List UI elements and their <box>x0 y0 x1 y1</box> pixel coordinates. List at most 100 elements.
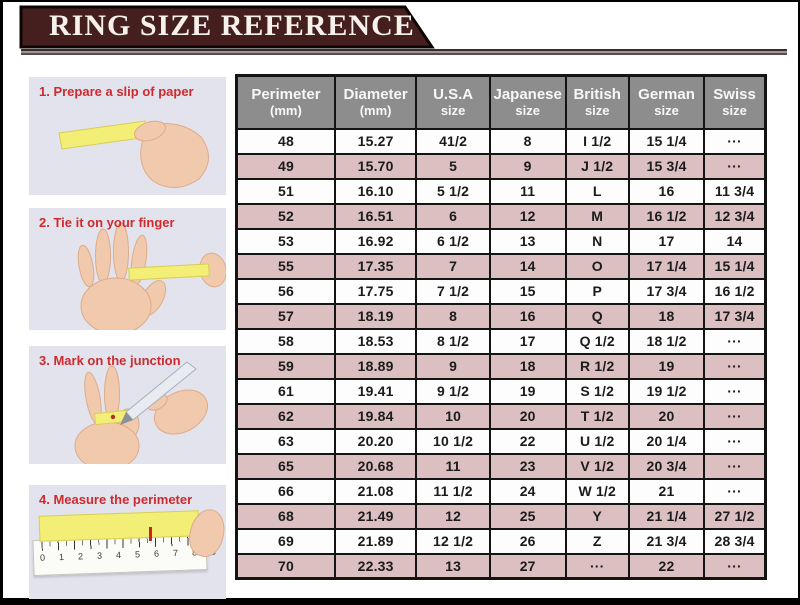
table-cell: 20.20 <box>333 427 418 455</box>
step-title: 4. Measure the perimeter <box>39 492 193 507</box>
table-cell: 17 3/4 <box>703 302 767 330</box>
table-cell: 41/2 <box>415 127 491 155</box>
table-cell: 19.41 <box>333 377 418 405</box>
table-cell: 48 <box>235 127 336 155</box>
table-cell: 28 3/4 <box>703 527 767 555</box>
page-title: RING SIZE REFERENCE <box>49 9 415 42</box>
table-cell: S 1/2 <box>564 377 630 405</box>
table-cell: 24 <box>488 477 567 505</box>
table-row: 57 18.19 8 16 Q 18 17 3/4 <box>235 302 767 330</box>
table-cell: 19 1/2 <box>627 377 706 405</box>
table-cell: 27 <box>488 552 567 580</box>
column-header: U.S.A size <box>415 74 491 130</box>
table-cell: 17 <box>488 327 567 355</box>
table-cell: 21.49 <box>333 502 418 530</box>
table-cell: 17.75 <box>333 277 418 305</box>
table-cell: 55 <box>235 252 336 280</box>
table-cell: 58 <box>235 327 336 355</box>
table-cell: ··· <box>703 427 767 455</box>
table-row: 53 16.92 6 1/2 13 N 17 14 <box>235 227 767 255</box>
table-cell: 12 3/4 <box>703 202 767 230</box>
table-cell: 6 1/2 <box>415 227 491 255</box>
table-cell: 26 <box>488 527 567 555</box>
table-cell: ··· <box>703 352 767 380</box>
table-cell: ··· <box>703 477 767 505</box>
table-cell: 68 <box>235 502 336 530</box>
table-row: 51 16.10 5 1/2 11 L 16 11 3/4 <box>235 177 767 205</box>
table-cell: Q <box>564 302 630 330</box>
table-cell: 11 3/4 <box>703 177 767 205</box>
table-cell: 17 <box>627 227 706 255</box>
step-title: 1. Prepare a slip of paper <box>39 84 194 99</box>
table-cell: W 1/2 <box>564 477 630 505</box>
table-row: 61 19.41 9 1/2 19 S 1/2 19 1/2 ··· <box>235 377 767 405</box>
table-row: 48 15.27 41/2 8 I 1/2 15 1/4 ··· <box>235 127 767 155</box>
table-cell: 52 <box>235 202 336 230</box>
table-row: 62 19.84 10 20 T 1/2 20 ··· <box>235 402 767 430</box>
table-cell: 16 <box>627 177 706 205</box>
table-cell: 14 <box>488 252 567 280</box>
table-cell: 17 3/4 <box>627 277 706 305</box>
table-cell: M <box>564 202 630 230</box>
open-hand-paper-band-illustration <box>77 222 226 330</box>
table-cell: 5 <box>415 152 491 180</box>
table-cell: 21 3/4 <box>627 527 706 555</box>
table-cell: ··· <box>703 127 767 155</box>
table-cell: 16.10 <box>333 177 418 205</box>
table-cell: T 1/2 <box>564 402 630 430</box>
table-row: 68 21.49 12 25 Y 21 1/4 27 1/2 <box>235 502 767 530</box>
table-cell: 16 <box>488 302 567 330</box>
table-cell: 18 <box>627 302 706 330</box>
table-cell: 5 1/2 <box>415 177 491 205</box>
table-cell: 20 <box>488 402 567 430</box>
step-card-prepare-paper: 1. Prepare a slip of paper <box>29 77 226 195</box>
table-cell: 18 <box>488 352 567 380</box>
table-cell: 8 1/2 <box>415 327 491 355</box>
table-cell: 25 <box>488 502 567 530</box>
table-header-row: Perimeter (mm) Diameter (mm) U.S.A size Japane… <box>235 74 767 130</box>
table-cell: 49 <box>235 152 336 180</box>
table-cell: 61 <box>235 377 336 405</box>
column-header: Diameter (mm) <box>333 74 418 130</box>
table-row: 66 21.08 11 1/2 24 W 1/2 21 ··· <box>235 477 767 505</box>
table-cell: 65 <box>235 452 336 480</box>
table-cell: 59 <box>235 352 336 380</box>
table-cell: 15 1/4 <box>627 127 706 155</box>
table-cell: 20.68 <box>333 452 418 480</box>
title-banner: RING SIZE REFERENCE <box>19 4 435 50</box>
table-cell: 27 1/2 <box>703 502 767 530</box>
table-cell: 51 <box>235 177 336 205</box>
table-cell: V 1/2 <box>564 452 630 480</box>
table-cell: 10 <box>415 402 491 430</box>
table-cell: 17.35 <box>333 252 418 280</box>
ring-size-table: Perimeter (mm) Diameter (mm) U.S.A size Japane… <box>235 74 767 580</box>
table-row: 65 20.68 11 23 V 1/2 20 3/4 ··· <box>235 452 767 480</box>
table-cell: 7 1/2 <box>415 277 491 305</box>
table-cell: 9 <box>415 352 491 380</box>
table-cell: Y <box>564 502 630 530</box>
table-cell: ··· <box>703 552 767 580</box>
table-cell: O <box>564 252 630 280</box>
table-cell: 63 <box>235 427 336 455</box>
table-cell: 19.84 <box>333 402 418 430</box>
table-cell: 12 1/2 <box>415 527 491 555</box>
table-cell: 16.92 <box>333 227 418 255</box>
table-cell: 18.19 <box>333 302 418 330</box>
table-cell: P <box>564 277 630 305</box>
table-cell: Q 1/2 <box>564 327 630 355</box>
table-cell: 16.51 <box>333 202 418 230</box>
table-cell: 21.08 <box>333 477 418 505</box>
table-cell: 53 <box>235 227 336 255</box>
table-cell: ··· <box>564 552 630 580</box>
step-title: 3. Mark on the junction <box>39 353 181 368</box>
table-body: 48 15.27 41/2 8 I 1/2 15 1/4 ··· 49 15.70 5 9 J 1/2… <box>235 127 767 580</box>
table-cell: 18.53 <box>333 327 418 355</box>
table-cell: 18 1/2 <box>627 327 706 355</box>
table-cell: N <box>564 227 630 255</box>
step-card-measure-perimeter: 4. Measure the perimeter 0 1 2 3 4 5 6 7… <box>29 485 226 599</box>
table-cell: 8 <box>415 302 491 330</box>
table-cell: ··· <box>703 152 767 180</box>
hand-holding-paper-illustration <box>58 120 209 188</box>
table-cell: 15 3/4 <box>627 152 706 180</box>
table-cell: 23 <box>488 452 567 480</box>
